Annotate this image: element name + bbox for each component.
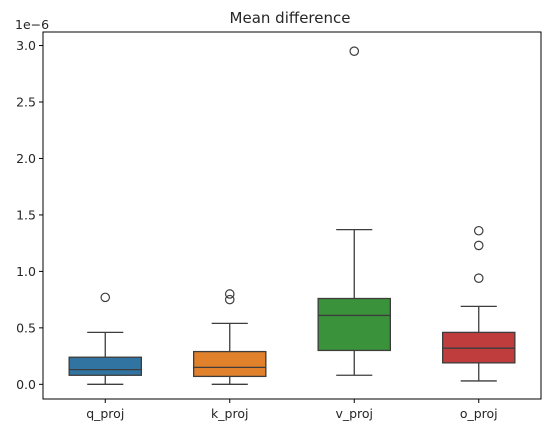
outlier-point <box>224 294 235 305</box>
y-tick-label: 1.5 <box>16 207 36 222</box>
y-tick-label: 2.5 <box>16 95 36 110</box>
y-tick-label: 1.0 <box>16 264 36 279</box>
box-k_proj <box>192 289 267 385</box>
y-tick-label: 0.0 <box>16 377 36 392</box>
box-q_proj <box>68 292 143 385</box>
axes: 0.0 0.5 1.0 1.5 2.0 2.5 3.0 q_proj k_proj v_proj o… <box>16 31 542 421</box>
outlier-point <box>473 273 484 283</box>
chart-title: Mean difference <box>230 9 351 27</box>
y-tick-label: 3.0 <box>16 38 36 53</box>
y-tick-label: 0.5 <box>16 320 36 335</box>
box-body <box>68 356 143 376</box>
plot-frame <box>42 31 542 400</box>
x-tick-label: k_proj <box>211 406 248 421</box>
box-o_proj <box>441 225 516 382</box>
outlier-point <box>473 225 484 236</box>
plot-area <box>68 46 516 385</box>
box-v_proj <box>317 46 392 376</box>
outlier-point <box>349 46 360 56</box>
x-tick-label: v_proj <box>335 406 373 421</box>
outlier-point <box>100 292 111 303</box>
y-tick-label: 2.0 <box>16 151 36 166</box>
box-body <box>192 350 267 378</box>
box-body <box>317 297 392 352</box>
x-tick-label: q_proj <box>86 406 124 421</box>
outlier-point <box>473 240 484 251</box>
x-tick-label: o_proj <box>460 406 498 421</box>
outlier-point <box>224 289 235 299</box>
y-axis-scale-label: 1e−6 <box>15 17 49 32</box>
